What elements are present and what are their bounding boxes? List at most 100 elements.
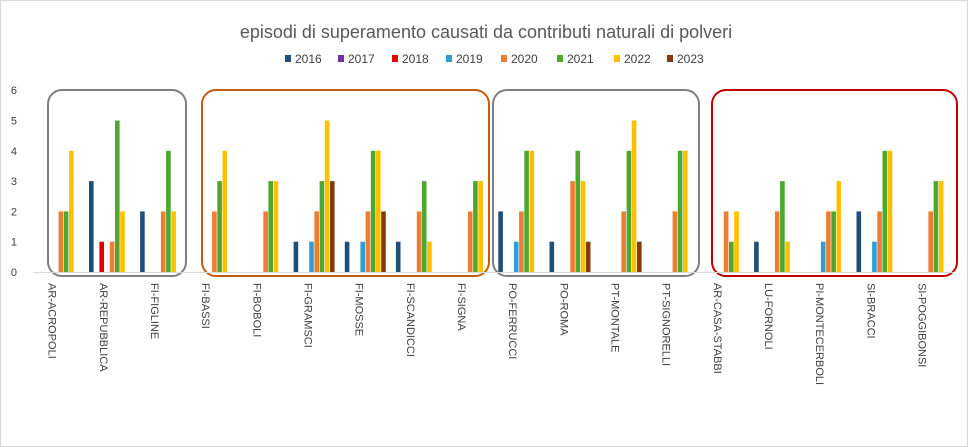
bar-fi-scandicci-2021: [421, 181, 427, 272]
bar-po-ferrucci-2020: [519, 211, 524, 272]
legend-label-2022: 2022: [624, 52, 651, 66]
x-tick-label-fi-figline: FI-FIGLINE: [148, 283, 160, 339]
chart-title: episodi di superamento causati da contri…: [240, 22, 732, 42]
bar-fi-mosse-2023: [381, 211, 386, 272]
bar-fi-bassi-2022: [222, 150, 228, 272]
bar-ar-casa-stabbi-2021: [729, 241, 734, 272]
bar-ar-repubblica-2018: [99, 241, 104, 272]
bar-fi-gramsci-2019: [309, 241, 314, 272]
x-tick-label-pt-signorelli: PT-SIGNORELLI: [660, 283, 672, 366]
bar-pi-montecerboli-2021: [831, 211, 836, 272]
legend-label-2016: 2016: [295, 52, 322, 66]
bar-ar-casa-stabbi-2020: [723, 211, 729, 272]
y-tick-label-5: 5: [11, 116, 17, 128]
bar-fi-gramsci-2022: [324, 120, 330, 272]
bar-pt-montale-2022: [631, 120, 637, 272]
bar-pi-montecerboli-2022: [836, 181, 842, 272]
x-tick-label-ar-acropoli: AR-ACROPOLI: [46, 283, 58, 359]
bar-si-bracci-2020: [877, 211, 882, 272]
bar-po-roma-2023: [585, 241, 591, 272]
legend-label-2018: 2018: [402, 52, 429, 66]
bar-lu-fornoli-2022: [785, 241, 790, 272]
bar-ar-repubblica-2016: [89, 181, 94, 272]
y-tick-label-4: 4: [11, 146, 17, 158]
group-box-4: [711, 89, 958, 277]
bar-fi-gramsci-2020: [314, 211, 319, 272]
group-box-2: [201, 89, 490, 277]
group-boxes: [47, 89, 958, 277]
bar-pt-montale-2020: [621, 211, 626, 272]
x-tick-label-pi-montecerboli: PI-MONTECERBOLI: [813, 283, 825, 385]
bar-si-bracci-2019: [872, 241, 877, 272]
group-box-3: [492, 89, 700, 277]
bar-fi-bassi-2021: [217, 181, 222, 272]
x-tick-label-fi-scandicci: FI-SCANDICCI: [404, 283, 416, 357]
bar-pi-montecerboli-2019: [820, 241, 826, 272]
bar-pt-signorelli-2021: [677, 150, 683, 272]
legend-swatch-2017: [338, 55, 344, 62]
bar-lu-fornoli-2021: [780, 181, 785, 272]
y-axis: 0 1 2 3 4 5 6: [11, 85, 17, 279]
bar-fi-scandicci-2016: [395, 241, 401, 272]
legend-label-2019: 2019: [456, 52, 483, 66]
bar-po-roma-2021: [575, 150, 581, 272]
bar-ar-repubblica-2022: [120, 211, 125, 272]
legend-swatch-2021: [557, 55, 563, 62]
legend: 2016 2017 2018 2019 2020 2021 2022 2023: [285, 52, 704, 66]
bar-lu-fornoli-2016: [754, 241, 759, 272]
x-tick-label-po-roma: PO-ROMA: [557, 283, 569, 336]
bar-ar-acropoli-2021: [63, 211, 69, 272]
bar-si-bracci-2022: [887, 150, 893, 272]
bar-si-poggibonsi-2021: [933, 181, 939, 272]
bar-fi-scandicci-2020: [416, 211, 422, 272]
bar-po-roma-2022: [580, 181, 586, 272]
x-tick-label-si-poggibonsi: SI-POGGIBONSI: [915, 283, 927, 367]
bar-pt-montale-2023: [637, 241, 642, 272]
bar-fi-mosse-2022: [376, 150, 381, 272]
bar-fi-mosse-2019: [360, 241, 365, 272]
bars: [33, 120, 954, 273]
bar-fi-signa-2021: [473, 181, 478, 272]
bar-po-ferrucci-2021: [524, 150, 529, 272]
legend-swatch-2016: [285, 55, 291, 62]
bar-fi-mosse-2021: [370, 150, 376, 272]
y-tick-label-2: 2: [11, 206, 17, 218]
bar-fi-signa-2022: [478, 181, 483, 272]
x-tick-label-ar-repubblica: AR-REPUBBLICA: [97, 283, 109, 372]
bar-pt-signorelli-2020: [672, 211, 678, 272]
bar-po-ferrucci-2022: [529, 150, 535, 272]
y-tick-label-0: 0: [11, 267, 17, 279]
bar-si-poggibonsi-2022: [938, 181, 944, 272]
bar-po-roma-2020: [570, 181, 575, 272]
bar-ar-casa-stabbi-2022: [734, 211, 739, 272]
x-axis: AR-ACROPOLI AR-REPUBBLICA FI-FIGLINE FI-BAS…: [46, 283, 928, 385]
bar-fi-figline-2016: [140, 211, 145, 272]
group-box-1: [47, 89, 187, 277]
bar-fi-gramsci-2021: [319, 181, 325, 272]
legend-label-2023: 2023: [677, 52, 704, 66]
legend-label-2017: 2017: [348, 52, 375, 66]
bar-pt-montale-2021: [626, 150, 632, 272]
bar-fi-figline-2021: [166, 150, 171, 272]
x-tick-label-fi-boboli: FI-BOBOLI: [250, 283, 262, 337]
bar-po-ferrucci-2019: [513, 241, 519, 272]
bar-fi-boboli-2022: [273, 181, 279, 272]
legend-label-2020: 2020: [511, 52, 538, 66]
bar-ar-repubblica-2021: [115, 120, 120, 272]
bar-fi-boboli-2021: [268, 181, 273, 272]
bar-fi-figline-2022: [171, 211, 176, 272]
legend-swatch-2019: [446, 55, 452, 62]
bar-fi-figline-2020: [160, 211, 166, 272]
x-tick-label-po-ferrucci: PO-FERRUCCI: [506, 283, 518, 359]
legend-swatch-2020: [501, 55, 507, 62]
legend-swatch-2023: [667, 55, 673, 62]
legend-swatch-2018: [392, 55, 398, 62]
x-tick-label-pt-montale: PT-MONTALE: [608, 283, 620, 352]
legend-swatch-2022: [614, 55, 620, 62]
bar-fi-signa-2020: [467, 211, 473, 272]
bar-fi-gramsci-2023: [330, 181, 335, 272]
bar-fi-bassi-2020: [212, 211, 217, 272]
bar-fi-mosse-2016: [344, 241, 350, 272]
